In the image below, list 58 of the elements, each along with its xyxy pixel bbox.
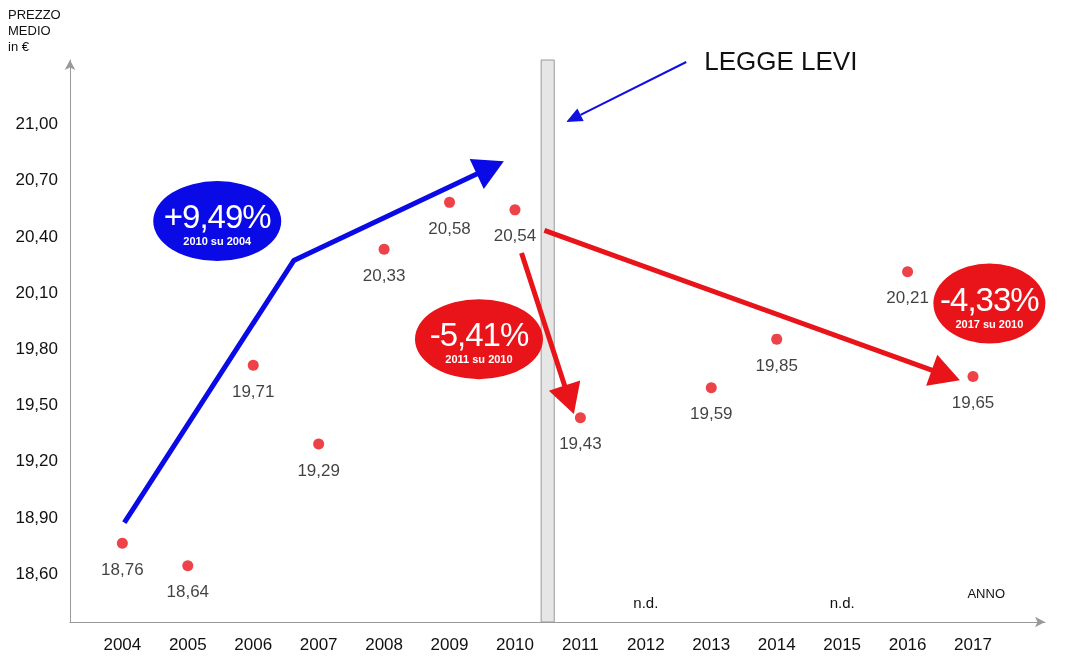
x-tick-label: 2012 — [626, 635, 665, 654]
x-tick-label: 2008 — [365, 635, 404, 654]
point — [902, 266, 914, 278]
point — [247, 359, 259, 371]
x-tick-label: 2014 — [757, 635, 796, 654]
point — [116, 537, 128, 549]
annotation: 2010 su 2004 — [183, 235, 253, 248]
x-axis-title: ANNO — [967, 586, 1005, 601]
y-tick-label: 19,80 — [15, 338, 58, 358]
annotation: +9,49% — [163, 198, 272, 236]
annotation: n.d. — [633, 594, 659, 611]
y-tick-label: 18,90 — [15, 507, 58, 527]
point — [182, 560, 194, 572]
x-tick-label: 2009 — [430, 635, 469, 654]
x-tick-label: 2013 — [692, 635, 731, 654]
point — [444, 196, 456, 208]
x-tick-label: 2004 — [103, 635, 142, 654]
data-label: 20,21 — [886, 288, 929, 308]
point — [313, 438, 325, 450]
annotation: 2017 su 2010 — [955, 317, 1024, 330]
data-label: 19,29 — [297, 460, 340, 480]
point — [509, 204, 521, 216]
point — [574, 412, 586, 424]
x-tick-label: 2011 — [562, 635, 599, 654]
point — [771, 333, 783, 345]
data-label: 19,43 — [559, 434, 602, 454]
y-tick-label: 19,50 — [15, 395, 58, 415]
x-tick-label: 2007 — [299, 635, 338, 654]
data-label: 19,71 — [231, 381, 275, 401]
y-tick-label: 18,60 — [15, 563, 58, 583]
point — [378, 243, 390, 255]
data-label: 20,33 — [362, 265, 406, 285]
x-tick-label: 2010 — [496, 635, 534, 654]
y-tick-label: 20,70 — [15, 170, 58, 190]
annotation: LEGGE LEVI — [704, 46, 858, 76]
x-tick-label: 2006 — [234, 635, 273, 654]
x-tick-label: 2017 — [954, 635, 992, 654]
data-label: 19,65 — [951, 393, 995, 413]
data-label: 19,85 — [755, 355, 798, 375]
x-tick-label: 2005 — [168, 635, 207, 654]
y-tick-label: 21,00 — [15, 114, 58, 134]
y-tick-label: 20,10 — [15, 282, 58, 302]
annotation: 2011 su 2010 — [445, 353, 513, 366]
y-axis-title: PREZZO MEDIO in € — [8, 6, 61, 54]
data-label: 18,76 — [101, 559, 144, 579]
data-label: 20,54 — [493, 226, 537, 246]
data-label: 19,59 — [690, 404, 733, 424]
x-tick-label: 2015 — [823, 635, 862, 654]
point — [705, 382, 717, 394]
point — [967, 371, 979, 383]
y-tick-label: 20,40 — [15, 226, 58, 246]
y-tick-label: 19,20 — [15, 451, 58, 471]
annotation: -5,41% — [429, 316, 529, 354]
data-label: 20,58 — [428, 218, 471, 238]
annotation: n.d. — [829, 594, 855, 611]
data-label: 18,64 — [166, 582, 210, 602]
x-tick-label: 2016 — [888, 635, 927, 654]
annotation: -4,33% — [940, 280, 1040, 318]
